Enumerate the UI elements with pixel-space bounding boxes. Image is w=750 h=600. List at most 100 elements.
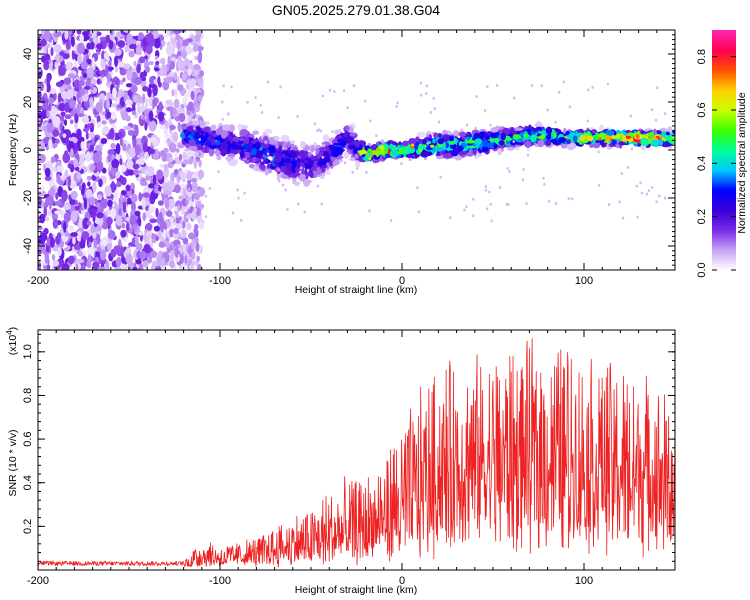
noise-blob [155,60,160,66]
signal-blob [605,134,612,142]
noise-blob [181,206,186,215]
sparse-blob [449,216,452,220]
signal-blob [276,175,281,181]
signal-blob [449,135,454,142]
signal-blob [198,135,208,143]
signal-blob [591,128,597,135]
noise-blob [141,197,146,210]
noise-blob [63,203,71,211]
colorbar-band [712,168,736,171]
noise-blob [65,137,70,146]
sparse-blob [204,215,208,219]
signal-blob [664,134,670,140]
noise-blob [38,225,43,231]
noise-blob [187,101,194,112]
colorbar-tick-label: 0.6 [696,102,708,117]
sparse-blob [508,170,511,174]
signal-blob [467,145,477,149]
signal-blob [292,173,297,179]
colorbar-band [712,92,736,95]
spectrogram-y-tick-label: 0 [22,147,34,153]
noise-blob [48,138,53,150]
sparse-blob [629,114,633,118]
colorbar-band [712,242,736,245]
sparse-blob [570,197,574,201]
noise-blob [112,87,117,98]
noise-blob [197,52,203,64]
signal-blob [531,128,539,132]
signal-blob [668,137,675,144]
noise-blob [38,153,46,164]
noise-blob [76,230,82,242]
noise-blob [158,111,165,122]
colorbar-band [712,212,736,215]
sparse-blob [651,185,654,189]
noise-blob [113,189,119,202]
colorbar-band [712,198,736,201]
sparse-blob [526,153,530,157]
noise-blob [61,189,68,202]
signal-blob [497,148,502,156]
sparse-blob [320,202,323,206]
colorbar-band [712,246,736,249]
noise-blob [57,92,62,103]
sparse-blob [484,185,488,189]
sparse-blob [417,210,420,214]
colorbar-band [712,88,736,91]
sparse-blob [535,144,539,148]
noise-blob [136,104,142,115]
noise-blob [138,231,144,236]
noise-blob [199,70,205,77]
sparse-blob [554,201,558,205]
sparse-blob [213,148,217,152]
signal-blob [449,140,455,145]
noise-blob [192,43,199,52]
sparse-blob [586,119,589,123]
colorbar-band [712,232,736,235]
noise-blob [149,76,156,85]
noise-blob [62,133,67,139]
colorbar-band [712,244,736,247]
noise-blob [173,98,180,109]
signal-blob [653,128,657,134]
noise-blob [81,231,90,240]
spectrogram-y-tick-label: 20 [22,96,34,108]
noise-blob [136,63,141,74]
noise-blob [50,156,56,164]
sparse-blob [328,88,332,92]
signal-blob [216,127,223,135]
noise-blob [84,85,91,91]
noise-blob [76,104,81,112]
signal-blob [290,150,297,158]
noise-blob [159,124,167,130]
sparse-blob [258,168,262,172]
noise-blob [181,74,187,81]
noise-blob [151,264,155,270]
noise-blob [38,139,43,150]
signal-blob [512,134,522,139]
signal-blob [208,148,215,157]
noise-blob [129,38,137,45]
colorbar-band [712,80,736,83]
noise-blob [194,55,199,61]
colorbar-band [712,176,736,179]
noise-blob [128,147,137,158]
signal-blob [210,124,217,131]
colorbar-band [712,120,736,123]
signal-blob [292,146,298,151]
signal-blob [639,130,645,135]
noise-blob [164,197,170,209]
sparse-blob [474,126,477,130]
noise-blob [52,143,57,149]
noise-blob [72,236,76,245]
noise-blob [88,37,94,42]
noise-blob [181,229,187,239]
sparse-blob [419,81,423,85]
noise-blob [74,166,80,171]
colorbar-band [712,196,736,199]
sparse-blob [630,147,634,151]
noise-blob [58,102,66,112]
noise-blob [99,266,106,270]
sparse-blob [296,114,299,118]
noise-blob [101,126,110,135]
